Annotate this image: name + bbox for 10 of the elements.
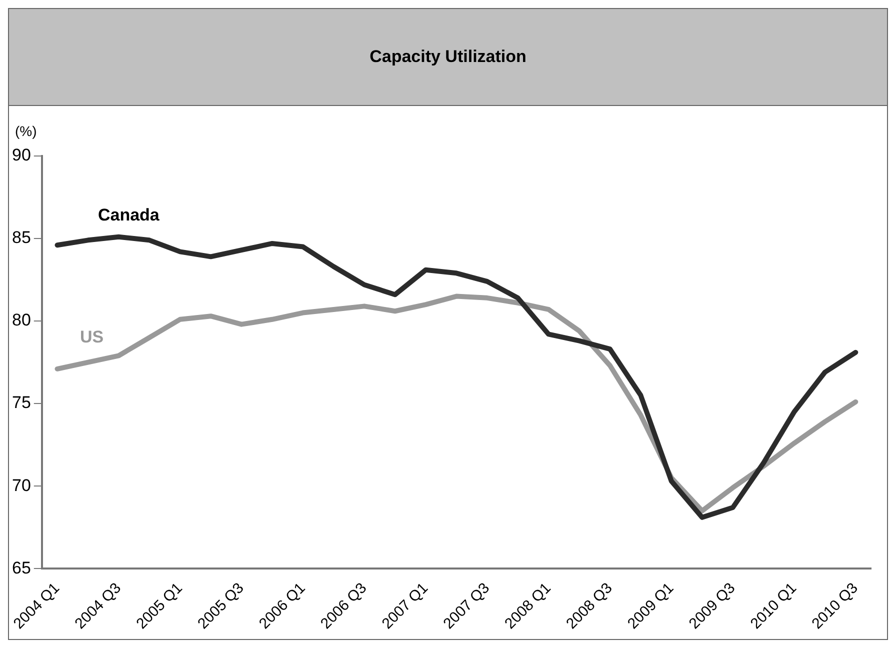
- y-tick-label: 90: [12, 146, 31, 165]
- series-label: US: [80, 327, 104, 346]
- y-tick-label: 65: [12, 558, 31, 578]
- y-axis-title: (%): [15, 123, 37, 139]
- y-tick-label: 80: [12, 310, 31, 330]
- y-tick-label: 85: [12, 228, 31, 248]
- y-tick-label: 70: [12, 476, 31, 495]
- chart-title: Capacity Utilization: [9, 9, 887, 106]
- series-label: Canada: [98, 205, 160, 224]
- y-tick-label: 75: [12, 393, 31, 412]
